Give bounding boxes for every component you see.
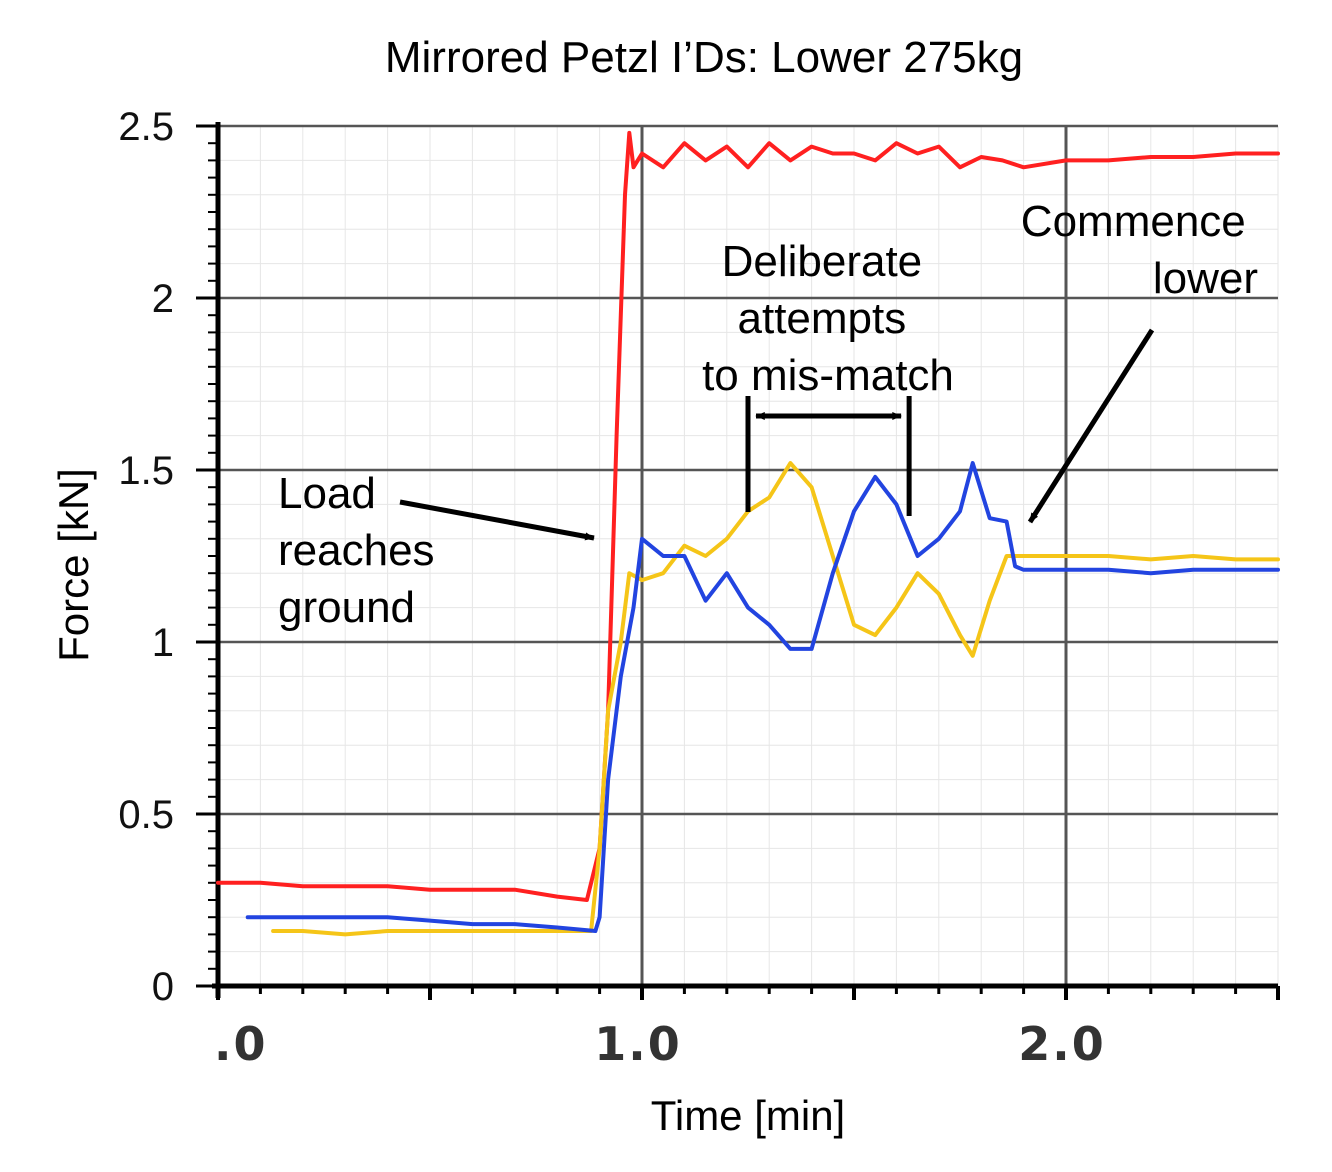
annotation-line: Load — [278, 469, 376, 518]
y-tick-labels: 0 0.5 1 1.5 2 2.5 — [118, 105, 174, 1009]
annotations: Load reaches ground Deliberate attempts … — [278, 197, 1258, 632]
annotation-arrow-load-reaches-ground — [399, 499, 595, 541]
y-axis-label: Force [kN] — [50, 468, 97, 662]
annotation-line: to mis-match — [702, 351, 954, 400]
y-tick-label: 2.5 — [118, 105, 174, 149]
annotation-arrow-commence-lower — [1027, 328, 1155, 524]
annotation-load-reaches-ground: Load reaches ground — [278, 469, 447, 632]
axes — [196, 122, 1280, 1000]
annotation-line: ground — [278, 583, 415, 632]
y-tick-label: 0.5 — [118, 793, 174, 837]
y-tick-label: 1 — [152, 621, 174, 665]
annotation-line: lower — [1153, 254, 1258, 303]
x-axis-label: Time [min] — [651, 1092, 845, 1139]
annotation-line: attempts — [738, 294, 907, 343]
chart-title: Mirrored Petzl I’Ds: Lower 275kg — [385, 33, 1023, 82]
annotation-line: Deliberate — [722, 237, 923, 286]
series-line-1 — [216, 130, 1280, 902]
y-tick-label: 1.5 — [118, 449, 174, 493]
y-tick-label: 2 — [152, 277, 174, 321]
annotation-line: Commence — [1021, 197, 1246, 246]
data-series — [216, 130, 1280, 937]
annotation-commence-lower: Commence lower — [1021, 197, 1258, 303]
y-tick-label: 0 — [152, 965, 174, 1009]
series-line-3 — [245, 461, 1280, 933]
annotation-deliberate-attempts: Deliberate attempts to mis-match — [702, 237, 954, 400]
annotation-span-bracket — [745, 396, 912, 516]
x-tick-label: 2.0 — [1018, 1017, 1106, 1071]
x-tick-labels: .0 1.0 2.0 — [214, 1017, 1106, 1071]
annotation-line: reaches — [278, 526, 435, 575]
x-tick-label: 1.0 — [594, 1017, 682, 1071]
series-line-2 — [271, 461, 1280, 937]
x-tick-label: .0 — [214, 1017, 267, 1071]
